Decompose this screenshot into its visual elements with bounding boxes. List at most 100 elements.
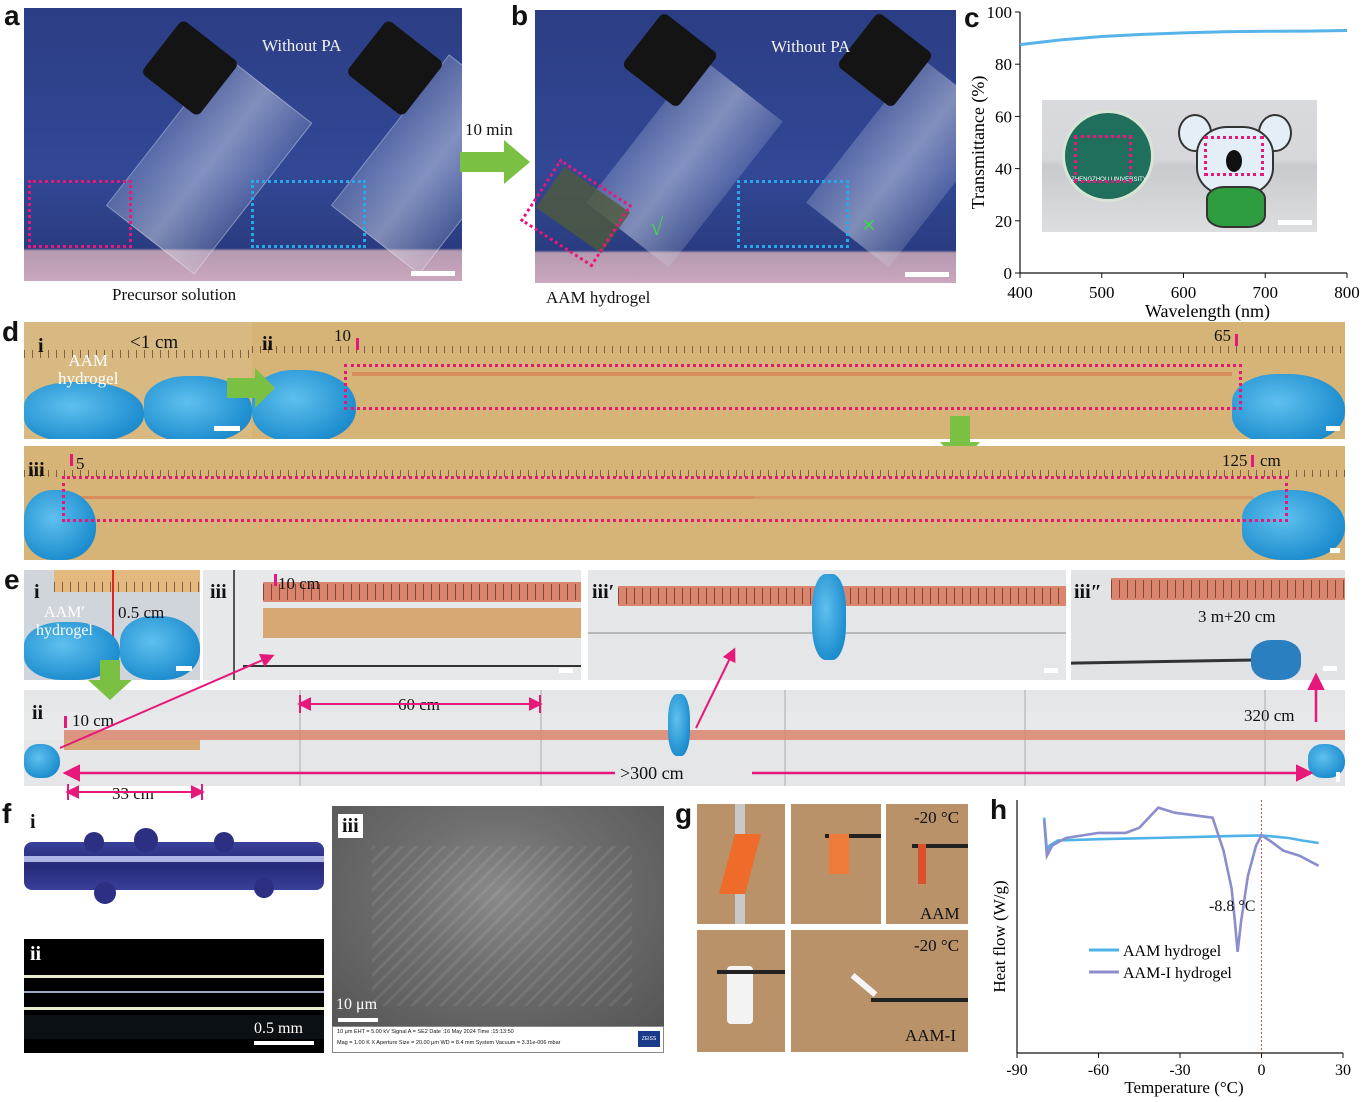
- x-tick-label: 0: [1258, 1062, 1266, 1079]
- panel-c-highlight-koala: [1204, 136, 1264, 176]
- panel-e-i-size: 0.5 cm: [118, 603, 165, 622]
- panel-g-temp-1: -20 °C: [914, 808, 960, 827]
- transmittance-chart: 400 500 600 700 800 0 20 40 60 80 100 Wavelength (n…: [968, 3, 1360, 322]
- panel-a-scalebar: [411, 271, 455, 276]
- panel-h-label: h: [990, 794, 1008, 825]
- heat-flow-series-2: [1042, 806, 1320, 952]
- panel-e-label: e: [4, 564, 20, 595]
- panel-g-aami: AAM-I: [905, 1026, 956, 1045]
- panel-f-ii-photo: [24, 939, 324, 1053]
- panel-e-ii-320cm: 320 cm: [1244, 706, 1295, 725]
- panel-b-scalebar: [905, 272, 949, 277]
- panel-d-ii-start-marker: [356, 338, 359, 350]
- panel-g-photo-2: [791, 804, 881, 924]
- x-tick-label: 30: [1335, 1062, 1351, 1079]
- panel-d-ii-highlight: [344, 364, 1242, 410]
- panel-e-i-photo: [24, 570, 200, 680]
- panel-a-highlight-blue: [251, 180, 366, 248]
- panel-g-photo-3: [886, 804, 968, 924]
- panel-f-iii-sem: [332, 806, 664, 1026]
- panel-e-iii-scalebar: [559, 668, 573, 673]
- panel-g-aam: AAM: [920, 904, 960, 923]
- panel-f-ii-scalebar: [254, 1041, 314, 1045]
- panel-e-iii-10cm: 10 cm: [278, 574, 321, 593]
- panel-d-i-label: i: [38, 335, 44, 357]
- panel-g-label: g: [675, 798, 693, 829]
- panel-g-photo-1: [697, 804, 785, 924]
- panel-d-iii-scalebar: [1330, 548, 1340, 553]
- panel-e-i-scalebar: [176, 666, 192, 671]
- panel-d-iii-photo: [24, 446, 1345, 560]
- x-tick-label: 800: [1334, 283, 1360, 302]
- panel-a-photo: Without PA: [24, 8, 462, 281]
- sem-footer-line2: Mag = 1.00 K X Aperture Size = 20.00 μm …: [337, 1040, 561, 1046]
- panel-f-iii-scale-text: 10 μm: [336, 996, 378, 1013]
- panel-f-ii-label: ii: [30, 943, 42, 965]
- panel-e-iii-prime-label: iii′: [592, 581, 615, 603]
- panel-b-arrow-text: 10 min: [465, 120, 513, 139]
- panel-a-highlight-pink: [28, 180, 132, 248]
- sem-footer-line1: 10 μm EHT = 5.00 kV Signal A = SE2 Date …: [337, 1029, 514, 1035]
- panel-h-annotation: -8.8 °C: [1209, 898, 1256, 915]
- panel-d-iii-start: 5: [76, 454, 85, 473]
- panel-d-ii-scalebar: [1326, 426, 1340, 431]
- x-tick-label: -30: [1169, 1062, 1190, 1079]
- y-axis-label: Transmittance (%): [968, 76, 989, 210]
- panel-c-highlight-seal: [1074, 135, 1132, 183]
- x-tick-label: 700: [1253, 283, 1279, 302]
- transmittance-series-line: [1019, 29, 1348, 47]
- sem-footer: 10 μm EHT = 5.00 kV Signal A = SE2 Date …: [332, 1026, 664, 1053]
- panel-b-arrow-icon: [460, 140, 530, 184]
- y-tick-label: 100: [987, 3, 1013, 22]
- panel-d-ii-start: 10: [334, 326, 351, 345]
- panel-e-ii-300cm: >300 cm: [620, 763, 684, 783]
- panel-b-highlight-blue: [737, 180, 849, 248]
- y-axis-label: Heat flow (W/g): [990, 880, 1009, 992]
- x-tick-label: 600: [1171, 283, 1197, 302]
- panel-d-label: d: [2, 316, 20, 347]
- x-tick-label: -90: [1006, 1062, 1027, 1079]
- panel-e-iii-prime-photo: [588, 570, 1066, 680]
- panel-d-i-gel-label: AAM hydrogel: [58, 351, 119, 388]
- panel-g-photo-4: [697, 930, 785, 1052]
- panel-b-photo: Without PA √ ×: [535, 10, 956, 283]
- panel-f-iii-scalebar: [338, 1018, 378, 1022]
- heat-flow-chart: -90 -60 -30 0 30 Temperature (°C) Heat flow (W…: [990, 800, 1351, 1097]
- panel-d-iii-unit: cm: [1260, 451, 1281, 470]
- panel-e-iii-dprime-label: iii″: [1074, 581, 1102, 603]
- legend-label: AAM hydrogel: [1123, 943, 1222, 960]
- panel-d-ii-photo: [252, 322, 1345, 439]
- y-tick-label: 40: [995, 160, 1012, 179]
- panel-d-ii-end: 65: [1214, 326, 1231, 345]
- panel-f-label: f: [2, 798, 12, 829]
- panel-g-temp-2: -20 °C: [914, 936, 960, 955]
- y-tick-label: 0: [1004, 264, 1013, 283]
- panel-d-ii-label: ii: [262, 333, 274, 355]
- panel-d-iii-highlight: [62, 476, 1288, 522]
- panel-e-iii-dprime-scalebar: [1323, 666, 1337, 671]
- panel-b-caption: AAM hydrogel: [546, 288, 651, 307]
- panel-d-i-size: <1 cm: [130, 332, 179, 353]
- panel-e-iii-prime-scalebar: [1044, 668, 1058, 673]
- panel-e-iii-label: iii: [210, 581, 227, 603]
- panel-c-label: c: [964, 2, 980, 33]
- y-tick-label: 60: [995, 107, 1012, 126]
- heat-flow-series-1: [1042, 817, 1319, 856]
- panel-d-iii-start-marker: [70, 454, 73, 466]
- x-axis-label: Wavelength (nm): [1145, 301, 1270, 322]
- panel-b-without-pa: Without PA: [771, 37, 851, 56]
- panel-e-ii-label: ii: [32, 702, 44, 724]
- panel-d-iii-label: iii: [28, 459, 45, 481]
- x-tick-label: 500: [1089, 283, 1115, 302]
- panel-a-caption: Precursor solution: [112, 285, 237, 304]
- x-tick-label: 400: [1007, 283, 1033, 302]
- panel-e-i-gel-label: AAM′ hydrogel: [36, 604, 93, 639]
- x-axis-label: Temperature (°C): [1124, 1078, 1243, 1097]
- x-tick-label: -60: [1088, 1062, 1109, 1079]
- panel-d-ii-end-marker: [1235, 334, 1238, 346]
- panel-a-label: a: [4, 0, 20, 31]
- panel-e-ii-scalebar: [1336, 772, 1340, 782]
- panel-g-photo-5: [791, 930, 968, 1052]
- panel-e-iii-dprime-photo: [1071, 570, 1345, 680]
- panel-e-iii-marker: [274, 574, 277, 586]
